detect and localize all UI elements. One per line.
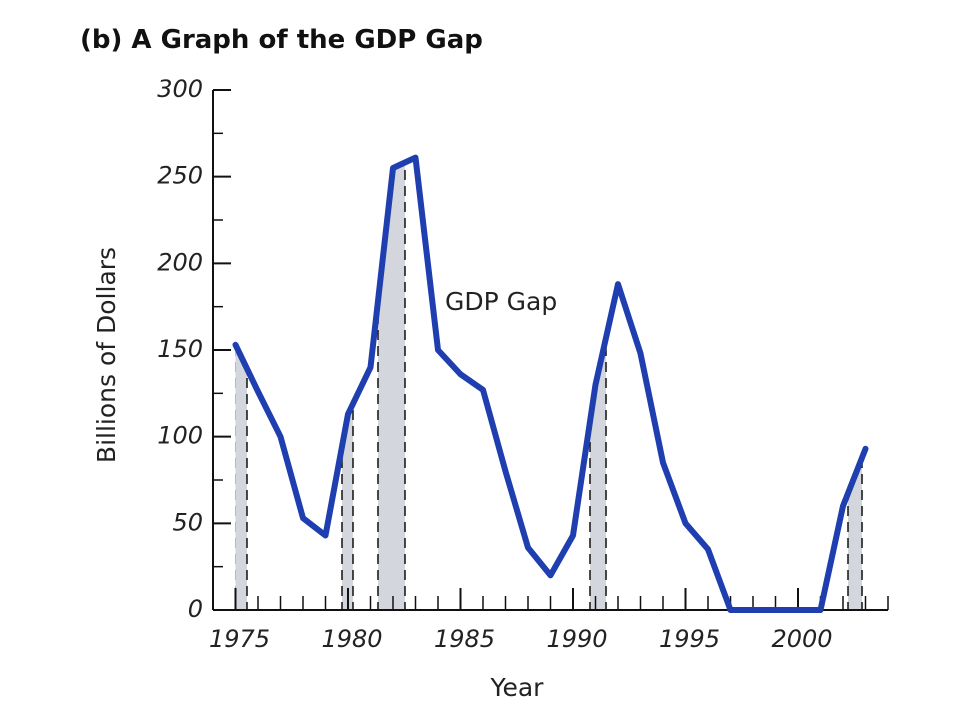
- chart-title: (b) A Graph of the GDP Gap: [80, 25, 483, 55]
- y-tick-label: 0: [188, 595, 203, 623]
- y-tick-label: 50: [172, 508, 203, 536]
- y-tick-label: 100: [157, 422, 203, 450]
- x-tick-label: 1980: [321, 625, 382, 653]
- y-tick-label: 200: [157, 248, 203, 276]
- x-tick-label: 2000: [771, 625, 832, 653]
- y-tick-label: 250: [157, 162, 203, 190]
- y-tick-label: 150: [157, 335, 203, 363]
- annotation: GDP Gap: [445, 287, 557, 316]
- data-line: [232, 154, 869, 613]
- x-axis-label: Year: [490, 673, 545, 702]
- y-tick-label: 300: [157, 75, 203, 103]
- x-tick-label: 1975: [209, 625, 270, 653]
- x-tick-label: 1995: [659, 625, 720, 653]
- x-tick-label: 1990: [546, 625, 607, 653]
- x-tick-label: 1985: [434, 625, 495, 653]
- y-axis-label: Billions of Dollars: [92, 247, 121, 463]
